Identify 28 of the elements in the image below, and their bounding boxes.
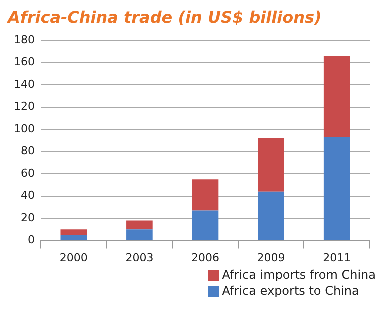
chart-title: Africa-China trade (in US$ billions)	[8, 8, 323, 28]
bar	[60, 235, 88, 240]
y-tick-label: 100	[14, 122, 35, 136]
bar	[126, 220, 153, 230]
x-tick-label: 2006	[192, 251, 220, 264]
x-tick-label: 2011	[323, 251, 352, 264]
y-tick-label: 180	[14, 33, 35, 46]
bar	[60, 230, 88, 236]
bar	[192, 180, 219, 211]
bar	[324, 56, 350, 138]
y-tick-label: 120	[14, 100, 35, 114]
y-tick-label: 0	[28, 234, 35, 247]
legend-label: Africa exports to China	[222, 284, 360, 298]
y-tick-label: 40	[20, 189, 35, 202]
bar	[258, 138, 284, 192]
bar	[126, 230, 153, 240]
bar	[324, 137, 350, 240]
x-tick-label: 2000	[60, 251, 88, 264]
legend-label: Africa imports from China	[222, 268, 376, 282]
x-tick-label: 2003	[126, 251, 154, 264]
bar	[258, 192, 284, 240]
x-tick-label: 2009	[257, 251, 286, 264]
y-tick-label: 160	[14, 56, 35, 69]
y-tick-label: 60	[20, 166, 35, 180]
y-tick-label: 20	[20, 211, 35, 224]
y-tick-label: 80	[20, 144, 35, 158]
bar	[192, 210, 219, 240]
y-tick-label: 140	[14, 78, 35, 91]
